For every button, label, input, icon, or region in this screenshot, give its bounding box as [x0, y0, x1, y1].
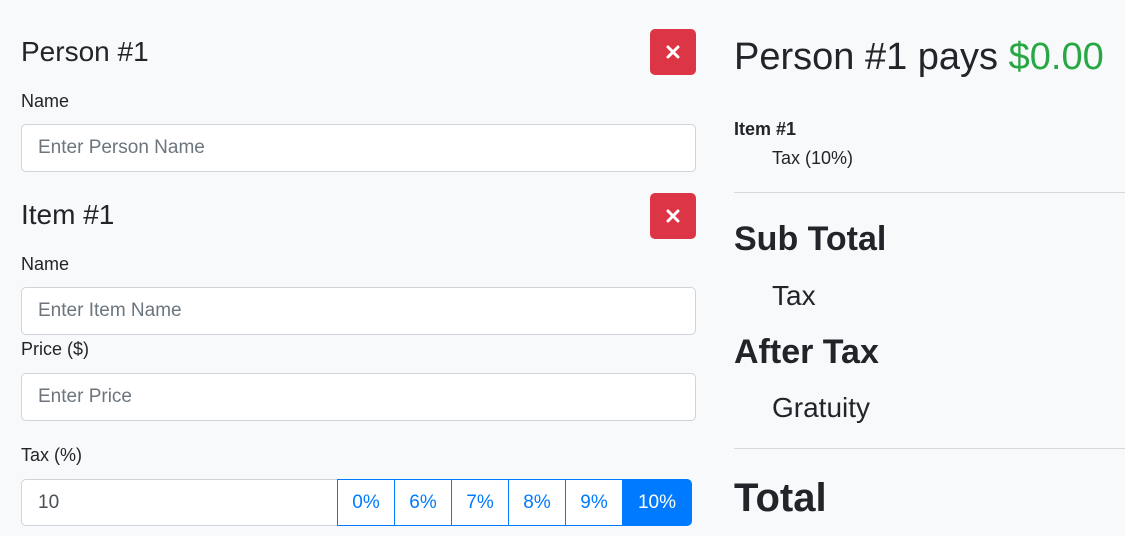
item-tax-label: Tax (%): [21, 445, 83, 465]
close-icon: [666, 209, 680, 223]
after-tax-label: After Tax: [734, 333, 879, 371]
gratuity-label: Gratuity: [772, 392, 871, 423]
person-name-label: Name: [21, 91, 70, 111]
tax-option-7[interactable]: 7%: [451, 479, 509, 526]
tax-option-6[interactable]: 6%: [394, 479, 452, 526]
divider: [734, 192, 1125, 193]
tax-input-group: 0% 6% 7% 8% 9% 10%: [21, 479, 696, 526]
tax-summary-label: Tax: [772, 280, 816, 311]
person-title: Person #1: [21, 36, 149, 67]
remove-person-button[interactable]: [650, 29, 696, 75]
subtotal-label: Sub Total: [734, 220, 887, 258]
pays-prefix: Person #1 pays: [734, 36, 999, 78]
close-icon: [666, 45, 680, 59]
item-name-label: Name: [21, 254, 70, 274]
summary-item-name: Item #1: [734, 119, 797, 139]
pays-heading: Person #1 pays $0.00: [734, 36, 1104, 79]
divider: [734, 448, 1125, 449]
person-name-input[interactable]: [21, 124, 696, 172]
tax-option-8[interactable]: 8%: [508, 479, 566, 526]
tax-input[interactable]: [21, 479, 337, 526]
tax-option-10[interactable]: 10%: [622, 479, 692, 526]
pays-amount: $0.00: [1008, 36, 1104, 78]
item-price-input[interactable]: [21, 373, 696, 421]
remove-item-button[interactable]: [650, 193, 696, 239]
tax-option-0[interactable]: 0%: [337, 479, 395, 526]
item-price-label: Price ($): [21, 339, 90, 359]
item-title: Item #1: [21, 199, 115, 230]
total-label: Total: [734, 476, 827, 520]
item-name-input[interactable]: [21, 287, 696, 335]
summary-item-tax: Tax (10%): [772, 148, 854, 168]
tax-option-9[interactable]: 9%: [565, 479, 623, 526]
